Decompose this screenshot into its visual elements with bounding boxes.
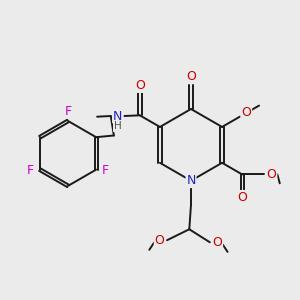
Text: O: O bbox=[237, 191, 247, 204]
Text: O: O bbox=[135, 79, 145, 92]
Text: O: O bbox=[186, 70, 196, 83]
Text: O: O bbox=[154, 234, 164, 248]
Text: H: H bbox=[114, 121, 122, 131]
Text: O: O bbox=[242, 106, 251, 119]
Text: N: N bbox=[186, 174, 196, 187]
Text: O: O bbox=[267, 168, 277, 181]
Text: N: N bbox=[113, 110, 122, 122]
Text: F: F bbox=[64, 105, 72, 118]
Text: O: O bbox=[212, 236, 222, 249]
Text: F: F bbox=[102, 164, 109, 177]
Text: F: F bbox=[27, 164, 34, 177]
